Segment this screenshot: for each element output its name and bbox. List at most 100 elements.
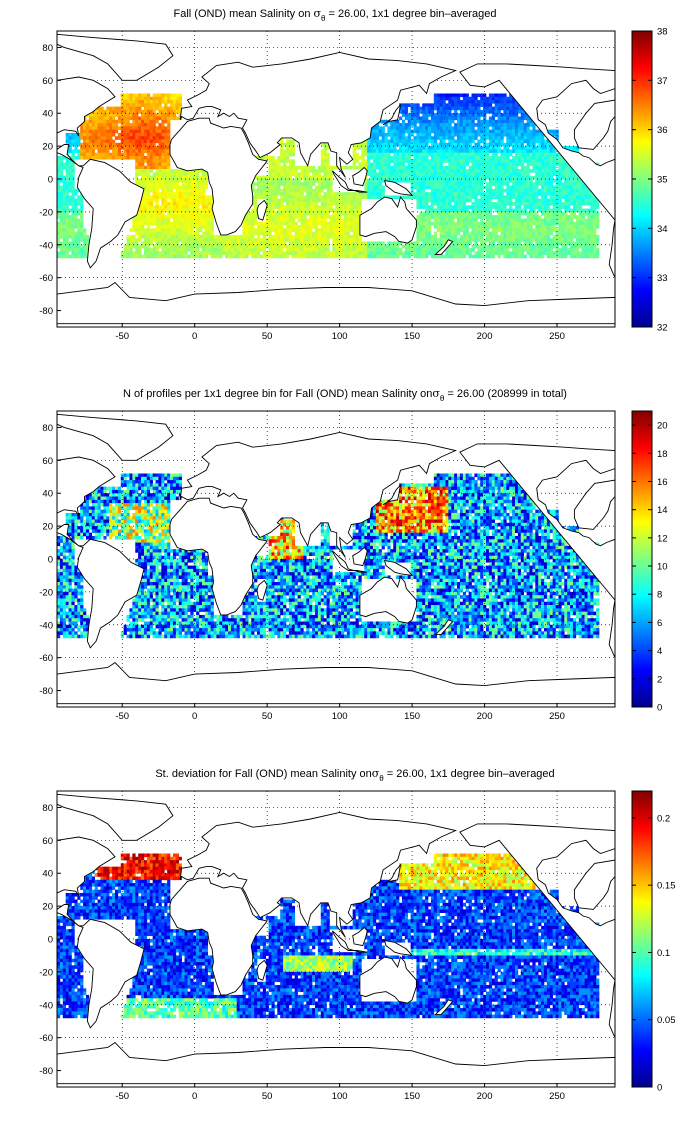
data-cell	[419, 185, 423, 190]
data-cell	[436, 208, 440, 213]
data-cell	[332, 165, 336, 170]
data-cell	[85, 152, 90, 157]
data-cell	[193, 175, 197, 180]
data-cell	[497, 155, 501, 160]
data-cell	[71, 169, 75, 173]
data-cell	[291, 238, 295, 242]
data-cell	[190, 248, 194, 252]
data-cell	[346, 225, 351, 229]
data-cell	[309, 202, 313, 206]
data-cell	[129, 93, 133, 98]
data-cell	[164, 228, 168, 232]
data-cell	[349, 205, 353, 209]
data-cell	[468, 179, 472, 183]
data-cell	[306, 175, 310, 180]
data-cell	[132, 139, 136, 144]
data-cell	[268, 248, 272, 252]
data-cell	[503, 146, 507, 150]
data-cell	[329, 221, 333, 226]
data-cell	[422, 103, 426, 107]
data-cell	[454, 116, 458, 121]
data-cell	[477, 100, 481, 104]
data-cell	[416, 175, 420, 180]
data-cell	[509, 202, 513, 206]
data-cell	[468, 218, 472, 223]
data-cell	[268, 155, 272, 160]
data-cell	[213, 241, 217, 246]
data-cell	[91, 116, 95, 121]
data-cell	[488, 211, 493, 216]
data-cell	[442, 254, 446, 259]
data-cell	[425, 103, 429, 107]
data-cell	[491, 179, 496, 183]
data-cell	[288, 241, 293, 246]
data-cell	[155, 188, 159, 193]
data-cell	[486, 119, 490, 124]
data-cell	[457, 192, 461, 196]
data-cell	[474, 241, 478, 246]
data-cell	[468, 169, 472, 173]
data-cell	[143, 96, 148, 101]
data-cell	[138, 172, 142, 177]
data-cell	[439, 113, 443, 117]
data-cell	[486, 202, 490, 206]
data-cell	[274, 218, 278, 223]
data-cell	[514, 142, 519, 147]
data-cell	[88, 152, 93, 157]
data-cell	[204, 202, 209, 206]
data-cell	[442, 155, 446, 160]
data-cell	[523, 123, 527, 127]
data-cell	[483, 132, 487, 137]
data-cell	[158, 116, 162, 121]
data-cell	[407, 165, 411, 170]
data-cell	[294, 172, 298, 177]
data-cell	[384, 175, 388, 180]
data-cell	[201, 248, 206, 252]
data-cell	[94, 142, 98, 147]
data-cell	[523, 169, 527, 173]
data-cell	[506, 221, 510, 226]
data-cell	[503, 172, 507, 177]
data-cell	[164, 182, 168, 186]
data-cell	[419, 162, 423, 167]
data-cell	[135, 165, 139, 170]
data-cell	[343, 225, 348, 229]
data-cell	[268, 208, 272, 213]
data-cell	[141, 100, 145, 104]
data-cell	[155, 93, 159, 98]
data-cell	[326, 231, 330, 236]
data-cell	[436, 188, 440, 193]
data-cell	[474, 198, 478, 203]
data-cell	[274, 192, 278, 196]
data-cell	[129, 123, 133, 127]
data-cell	[367, 195, 371, 200]
data-cell	[480, 136, 484, 140]
data-cell	[442, 228, 446, 232]
data-cell	[378, 182, 382, 186]
data-cell	[364, 182, 368, 186]
data-cell	[514, 139, 519, 144]
data-cell	[341, 241, 345, 246]
data-cell	[474, 172, 478, 177]
data-cell	[497, 225, 501, 229]
data-cell	[271, 254, 275, 259]
data-cell	[161, 221, 165, 226]
data-cell	[419, 126, 423, 130]
data-cell	[416, 136, 420, 140]
data-cell	[520, 238, 524, 242]
data-cell	[152, 185, 156, 190]
data-cell	[57, 225, 61, 229]
data-cell	[396, 119, 400, 124]
data-cell	[120, 136, 124, 140]
data-cell	[422, 202, 426, 206]
data-cell	[474, 192, 478, 196]
data-cell	[294, 225, 298, 229]
data-cell	[361, 159, 365, 163]
data-cell	[396, 132, 400, 137]
data-cell	[422, 162, 426, 167]
data-cell	[230, 234, 235, 239]
data-cell	[468, 248, 472, 252]
data-cell	[306, 251, 310, 255]
data-cell	[155, 211, 159, 216]
data-cell	[410, 103, 414, 107]
